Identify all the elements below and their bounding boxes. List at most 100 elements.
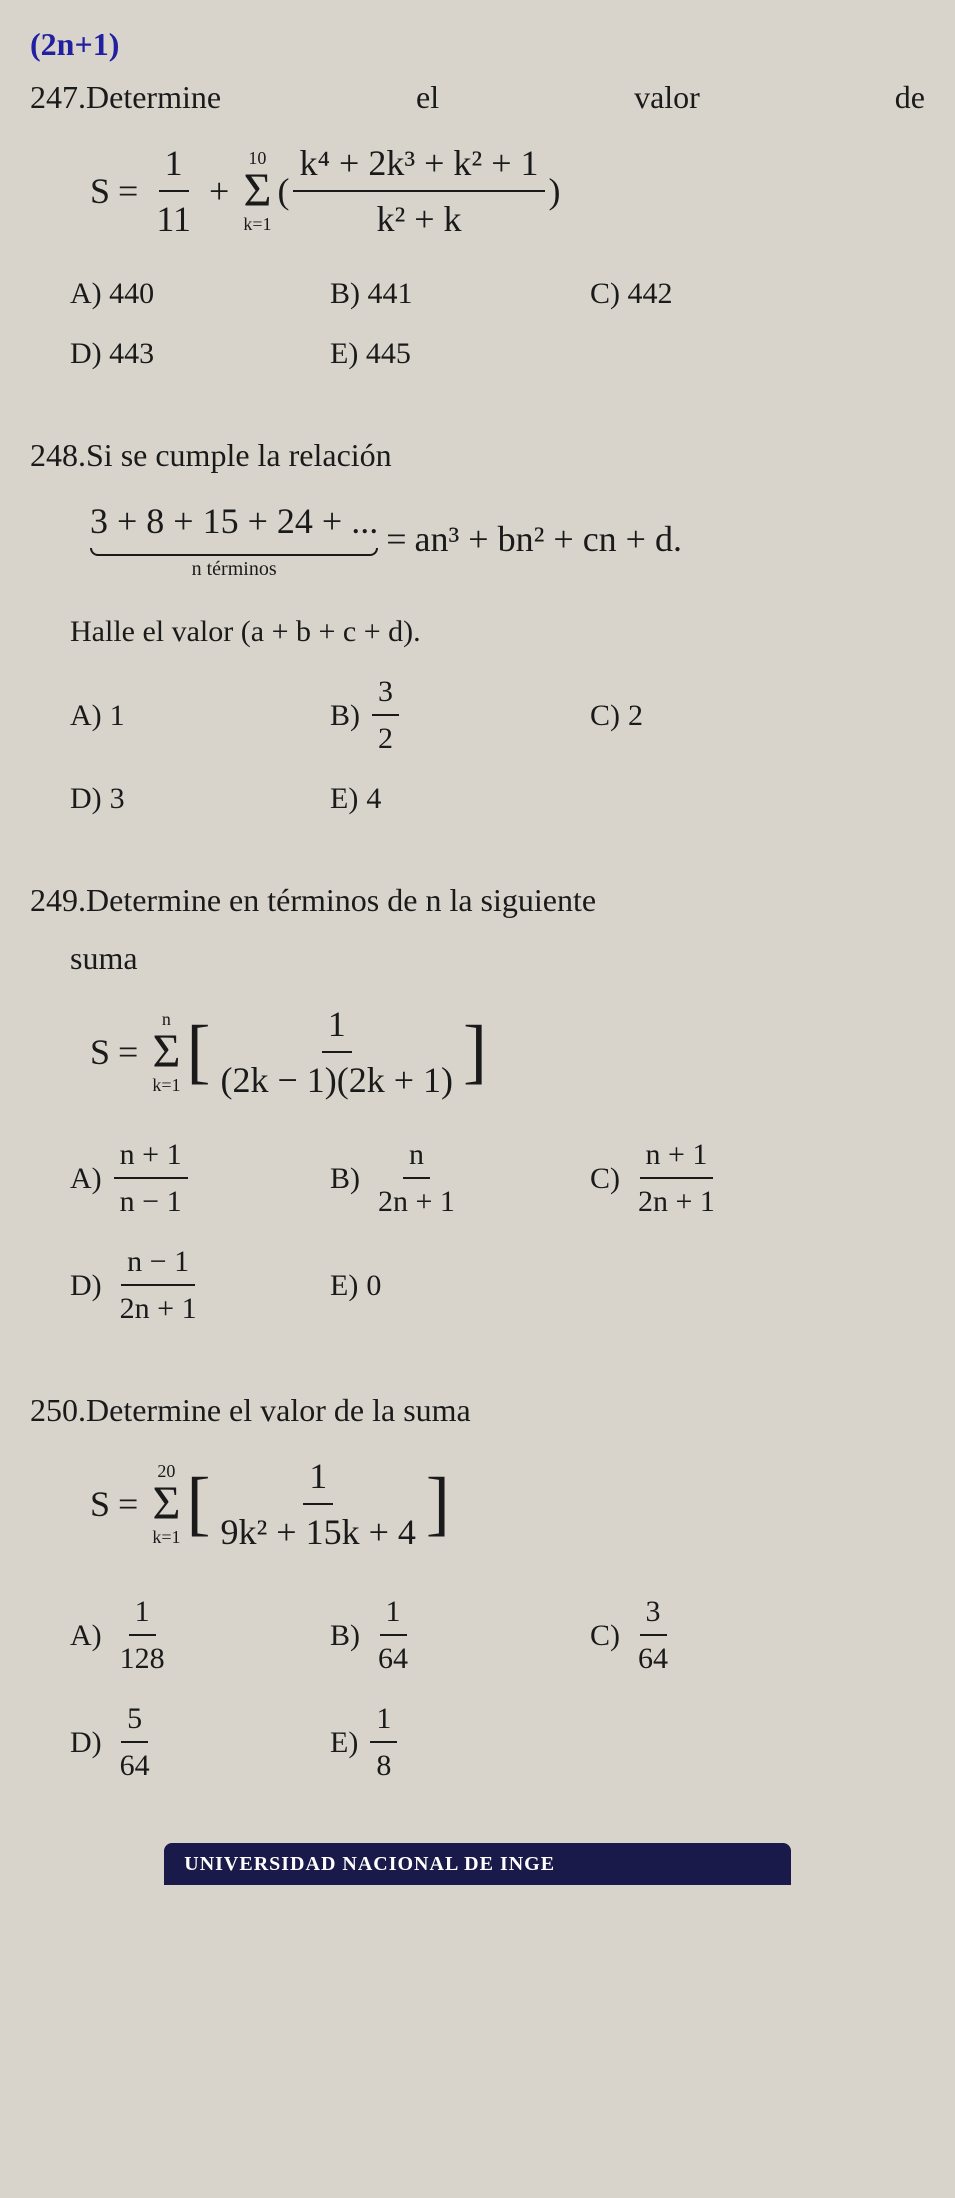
- option-frac: n − 12n + 1: [114, 1239, 203, 1331]
- option-e: E) 18: [330, 1696, 530, 1788]
- denominator: 11: [150, 192, 197, 246]
- word-determine: Determine: [86, 79, 221, 115]
- option-a: A) 440: [70, 271, 270, 316]
- option-label: D): [70, 776, 102, 821]
- option-frac: n + 1n − 1: [114, 1132, 188, 1224]
- option-label: E): [330, 1263, 358, 1308]
- option-c: C) n + 12n + 1: [590, 1132, 790, 1224]
- option-label: E): [330, 1720, 358, 1765]
- numerator: 1: [322, 997, 352, 1053]
- bracket-right: ]: [463, 1023, 487, 1081]
- bracket-left: [: [187, 1475, 211, 1533]
- problem-249: 249.Determine en términos de n la siguie…: [30, 876, 925, 1346]
- options-250: A)1128 B)164 C)364 D)564 E)18: [70, 1589, 925, 1803]
- sigma-lower: k=1: [152, 1076, 180, 1094]
- option-label: B): [330, 1613, 360, 1658]
- equals: =: [118, 164, 138, 218]
- sigma-symbol: Σ: [243, 167, 271, 215]
- option-value: 3: [110, 776, 125, 821]
- denominator: 2n + 1: [632, 1179, 721, 1224]
- option-a: A) n + 1n − 1: [70, 1132, 270, 1224]
- option-frac: n + 12n + 1: [632, 1132, 721, 1224]
- halle-text: Halle el valor (a + b + c + d).: [70, 609, 925, 654]
- sigma-lower: k=1: [152, 1528, 180, 1546]
- option-label: B): [330, 1156, 360, 1201]
- numerator: 5: [121, 1696, 148, 1743]
- numerator: n + 1: [640, 1132, 714, 1179]
- option-label: A): [70, 1156, 102, 1201]
- problem-250: 250.Determine el valor de la suma S = 20…: [30, 1386, 925, 1803]
- option-b: B) 32: [330, 669, 530, 761]
- problem-text: Determine el valor de la suma: [86, 1392, 471, 1428]
- numerator: 1: [370, 1696, 397, 1743]
- var-s: S: [90, 164, 110, 218]
- options-248: A)1 B)32 C)2 D)3 E)4: [70, 669, 925, 836]
- option-frac: n2n + 1: [372, 1132, 461, 1224]
- problem-249-header: 249.Determine en términos de n la siguie…: [30, 876, 925, 924]
- denominator: 2n + 1: [114, 1286, 203, 1331]
- option-e: E)0: [330, 1239, 530, 1331]
- brace-label: n términos: [192, 554, 277, 584]
- option-frac: 32: [372, 669, 399, 761]
- option-frac: 1128: [114, 1589, 171, 1681]
- option-label: A): [70, 693, 102, 738]
- option-label: B): [330, 693, 360, 738]
- denominator: (2k − 1)(2k + 1): [214, 1053, 459, 1107]
- option-value: 1: [110, 693, 125, 738]
- sigma-lower: k=1: [243, 215, 271, 233]
- denominator: 2: [372, 716, 399, 761]
- word-el: el: [416, 73, 439, 121]
- problem-248: 248.Si se cumple la relación 3 + 8 + 15 …: [30, 431, 925, 836]
- option-c: C)2: [590, 669, 790, 761]
- numerator: n − 1: [121, 1239, 195, 1286]
- fraction-1-11: 1 11: [150, 136, 197, 246]
- bracket-right: ]: [426, 1475, 450, 1533]
- numerator: 3: [640, 1589, 667, 1636]
- option-a: A)1128: [70, 1589, 270, 1681]
- numerator: 1: [303, 1449, 333, 1505]
- bracket-left: [: [187, 1023, 211, 1081]
- option-d: D) 443: [70, 331, 270, 376]
- rhs: an³ + bn² + cn + d.: [415, 512, 682, 566]
- option-value: 2: [628, 693, 643, 738]
- equals: =: [118, 1025, 138, 1079]
- formula-248: 3 + 8 + 15 + 24 + ... n términos = an³ +…: [90, 494, 925, 584]
- option-frac: 164: [372, 1589, 414, 1681]
- option-value: 0: [366, 1263, 381, 1308]
- denominator: 2n + 1: [372, 1179, 461, 1224]
- sigma: 10 Σ k=1: [243, 149, 271, 233]
- denominator: 64: [632, 1636, 674, 1681]
- sigma-symbol: Σ: [152, 1480, 180, 1528]
- options-247: A) 440 B) 441 C) 442 D) 443 E) 445: [70, 271, 925, 391]
- numerator: n: [403, 1132, 430, 1179]
- denominator: 128: [114, 1636, 171, 1681]
- denominator: 64: [372, 1636, 414, 1681]
- denominator: 8: [370, 1743, 397, 1788]
- option-label: C): [590, 1156, 620, 1201]
- var-s: S: [90, 1477, 110, 1531]
- equals: =: [386, 512, 406, 566]
- problem-247-header: 247.Determine el valor de: [30, 73, 925, 121]
- option-d: D)564: [70, 1696, 270, 1788]
- var-s: S: [90, 1025, 110, 1079]
- problem-text: Determine en términos de n la siguiente: [86, 882, 596, 918]
- option-label: C): [590, 693, 620, 738]
- formula-249: S = n Σ k=1 [ 1 (2k − 1)(2k + 1) ]: [90, 997, 925, 1107]
- fraction-main: k⁴ + 2k³ + k² + 1 k² + k: [293, 136, 544, 246]
- problem-number: 250.: [30, 1392, 86, 1428]
- sigma: 20 Σ k=1: [152, 1462, 180, 1546]
- plus: +: [209, 164, 229, 218]
- numerator: 1: [129, 1589, 156, 1636]
- problem-247: 247.Determine el valor de S = 1 11 + 10 …: [30, 73, 925, 391]
- problem-text: Si se cumple la relación: [86, 437, 392, 473]
- handwritten-annotation: (2n+1): [30, 20, 925, 68]
- option-c: C) 442: [590, 271, 790, 316]
- word-valor: valor: [634, 73, 700, 121]
- denominator: k² + k: [370, 192, 467, 246]
- problem-number: 248.: [30, 437, 86, 473]
- option-c: C)364: [590, 1589, 790, 1681]
- problem-number: 249.: [30, 882, 86, 918]
- option-e: E)4: [330, 776, 530, 821]
- option-frac: 364: [632, 1589, 674, 1681]
- numerator: 1: [159, 136, 189, 192]
